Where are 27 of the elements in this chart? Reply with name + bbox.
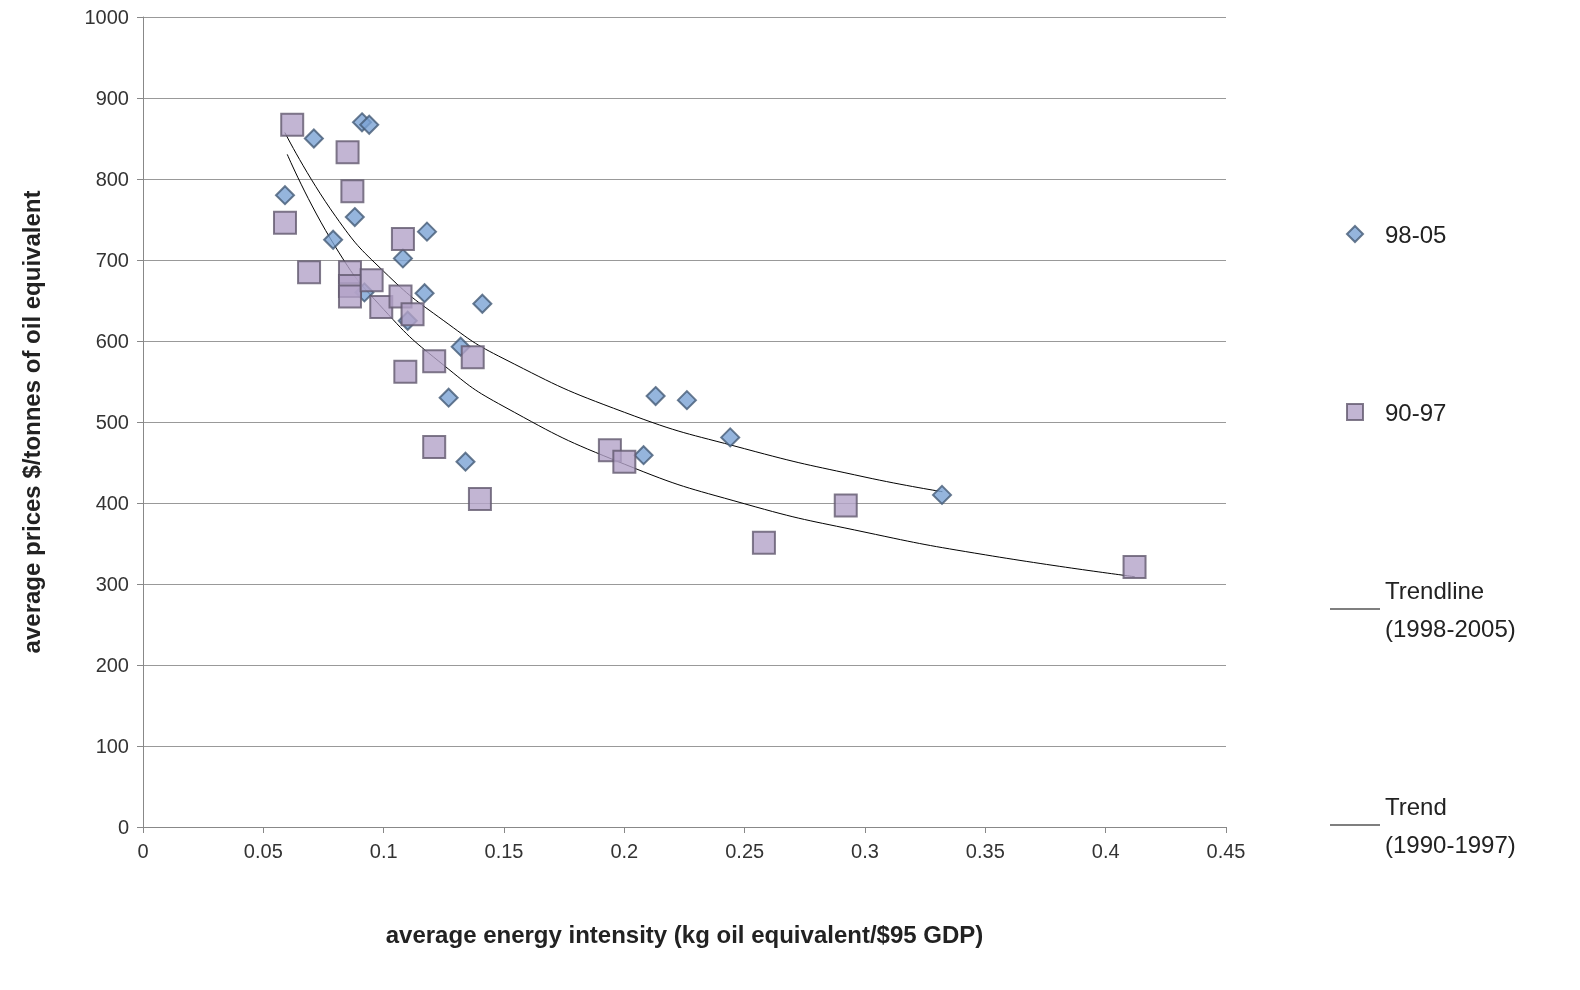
x-tick-label: 0.3 <box>851 840 879 862</box>
x-tick-label: 0.35 <box>965 840 1005 862</box>
x-axis-title: average energy intensity (kg oil equivalent/$95 GDP) <box>385 920 984 948</box>
x-tick-label: 0.05 <box>243 840 283 862</box>
legend-label: Trend (1990-1997) <box>1385 792 1516 858</box>
x-tick-label: 0.1 <box>369 840 398 862</box>
legend-label: Trendline (1998-2005) <box>1385 576 1516 642</box>
legend-label: 98-05 <box>1385 220 1447 248</box>
y-axis-title: average prices $/tonnes of oil equivalent <box>17 190 45 654</box>
x-tick-label: 0.15 <box>484 840 524 862</box>
y-tick-label: 1000 <box>84 6 129 28</box>
legend-label: 90-97 <box>1385 398 1447 426</box>
y-tick-label: 700 <box>95 249 129 271</box>
x-tick-label: 0.4 <box>1091 840 1120 862</box>
y-tick-label: 800 <box>95 168 129 190</box>
y-tick-label: 400 <box>95 492 129 514</box>
y-tick-label: 0 <box>117 816 129 838</box>
y-tick-label: 100 <box>95 735 129 757</box>
y-tick-label: 900 <box>95 87 129 109</box>
x-tick-label: 0.45 <box>1206 840 1246 862</box>
x-tick-label: 0 <box>137 840 149 862</box>
y-tick-label: 600 <box>95 330 129 352</box>
y-tick-label: 500 <box>95 411 129 433</box>
y-tick-label: 200 <box>95 654 129 676</box>
x-tick-label: 0.2 <box>610 840 639 862</box>
y-tick-label: 300 <box>95 573 129 595</box>
x-tick-label: 0.25 <box>725 840 765 862</box>
